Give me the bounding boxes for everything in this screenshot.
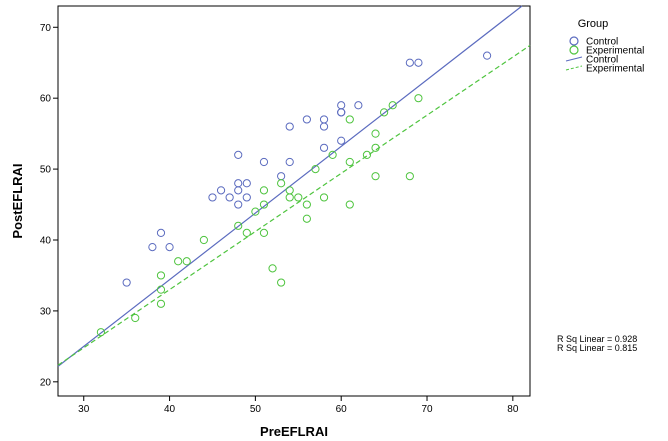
x-tick-label: 60 [336,404,348,415]
data-point-experimental [156,271,166,280]
data-point-experimental [277,179,286,188]
data-point-experimental [199,235,208,245]
data-point-experimental [302,214,311,223]
data-point-experimental [345,115,354,124]
data-point-experimental [388,101,397,110]
data-point-control [234,200,243,209]
data-point-control [482,51,492,60]
data-point-experimental [156,285,166,294]
legend-label: Control [586,55,618,66]
data-point-experimental [294,193,303,202]
data-point-control [319,122,329,131]
data-point-control [285,157,294,167]
y-tick-label: 40 [40,236,52,247]
data-point-experimental [285,193,294,202]
data-point-control [234,150,243,160]
data-point-experimental [380,108,389,117]
data-point-experimental [414,94,423,103]
data-point-control [337,108,346,117]
x-axis-title: PreEFLRAI [260,424,328,439]
x-axis: 30 40 50 60 70 80 [78,396,519,415]
data-point-control [156,228,166,238]
fit-line-control [57,5,523,367]
data-point-experimental [362,150,372,160]
data-point-experimental [328,150,337,160]
data-point-experimental [242,228,251,238]
r-squared-label: R Sq Linear = 0.928 [557,334,637,344]
legend-line-experimental [565,65,583,71]
data-point-experimental [277,278,286,287]
data-point-experimental [259,200,269,209]
data-point-control [285,122,294,131]
data-point-control [414,58,423,67]
data-point-control [242,179,251,188]
y-tick-label: 30 [40,306,52,317]
data-point-experimental [319,193,329,202]
x-tick-label: 50 [250,404,262,415]
data-point-control [165,242,174,252]
data-point-control [234,186,243,195]
data-point-experimental [268,264,277,273]
legend-label: Experimental [586,46,644,57]
x-tick-label: 30 [78,404,90,415]
data-point-experimental [234,221,243,230]
data-point-experimental [371,143,380,152]
data-point-experimental [251,207,260,216]
data-point-experimental [371,172,380,181]
y-tick-label: 20 [40,377,52,388]
data-point-control [225,193,234,202]
data-point-control [337,136,346,145]
legend-label: Experimental [586,64,644,75]
data-point-experimental [302,200,311,209]
y-tick-label: 50 [40,165,52,176]
data-point-experimental [371,129,380,138]
data-point-control [148,242,157,252]
legend-line-control [565,56,583,62]
y-tick-label: 60 [40,94,52,105]
data-point-experimental [405,172,414,181]
x-tick-label: 40 [164,404,176,415]
data-point-experimental [156,299,166,308]
legend: Group ControlExperimentalControlExperime… [565,18,644,75]
r-squared-label: R Sq Linear = 0.815 [557,343,637,353]
data-point-experimental [345,157,354,167]
data-point-control [405,58,414,67]
legend-marker-control [569,36,579,46]
data-point-experimental [182,257,191,266]
data-point-experimental [96,328,106,337]
data-point-control [354,101,363,110]
data-point-experimental [311,164,320,174]
y-axis-title: PostEFLRAI [10,163,25,238]
data-point-control [259,157,269,167]
data-point-control [208,193,217,202]
legend-title: Group [578,18,609,30]
data-point-control [319,143,329,152]
data-point-experimental [259,186,269,195]
data-point-control [242,193,251,202]
legend-marker-experimental [569,45,579,55]
data-points [96,51,492,337]
fit-line-experimental [57,44,531,366]
fit-lines [57,5,531,367]
x-tick-label: 70 [421,404,433,415]
y-tick-label: 70 [40,23,52,34]
data-point-control [216,186,226,195]
data-point-experimental [131,313,140,323]
data-point-experimental [345,200,354,209]
data-point-control [302,115,311,124]
plot-area [57,5,531,397]
y-axis: 20 30 40 50 60 70 [40,23,58,388]
x-tick-label: 80 [507,404,519,415]
data-point-experimental [174,257,183,266]
legend-label: Control [586,37,618,48]
data-point-control [122,278,131,287]
data-point-experimental [259,228,269,238]
